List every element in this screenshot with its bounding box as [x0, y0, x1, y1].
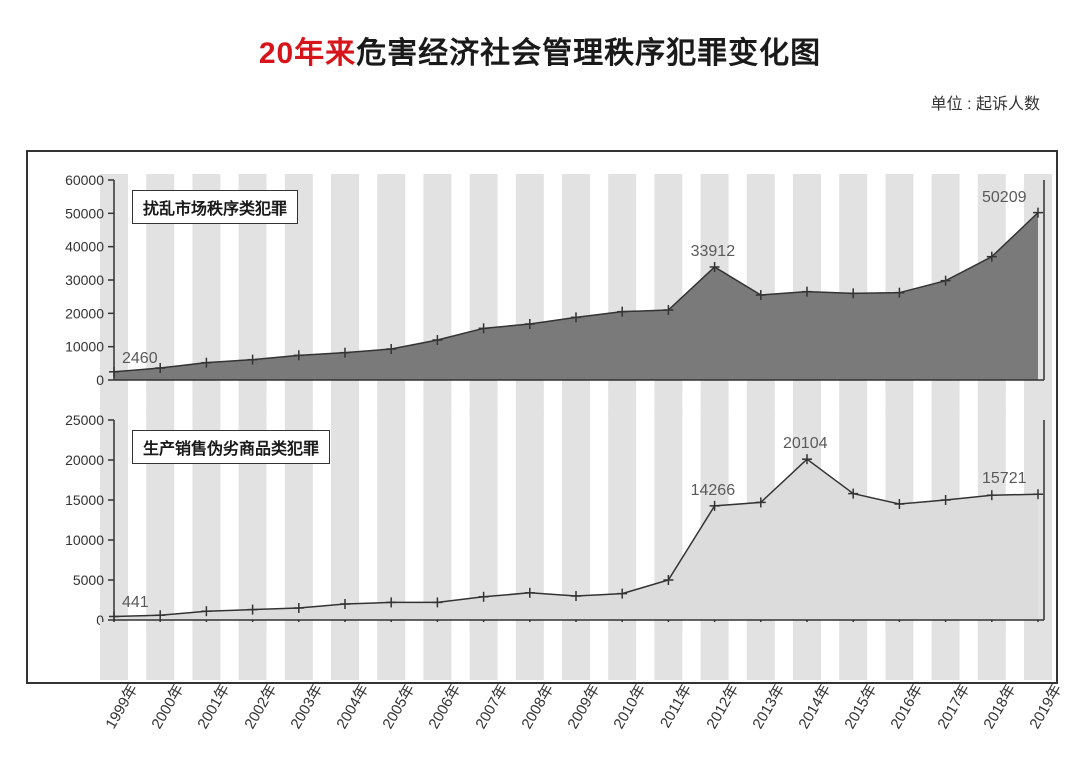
x-tick-label: 2008年: [510, 680, 558, 742]
x-tick-label: 2014年: [787, 680, 835, 742]
x-tick-label: 2009年: [556, 680, 604, 742]
x-tick-label: 2001年: [186, 680, 234, 742]
x-tick-label: 2004年: [325, 680, 373, 742]
x-tick-label: 1999年: [94, 680, 142, 742]
title-black: 危害经济社会管理秩序犯罪变化图: [356, 37, 821, 70]
x-tick-label: 2003年: [279, 680, 327, 742]
chart-area: 0100002000030000400005000060000050001000…: [26, 150, 1058, 684]
chart-title: 20年来危害经济社会管理秩序犯罪变化图: [0, 0, 1080, 72]
x-tick-label: 2018年: [972, 680, 1020, 742]
x-tick-label: 2011年: [648, 680, 696, 742]
x-tick-label: 2007年: [464, 680, 512, 742]
x-tick-label: 2000年: [140, 680, 188, 742]
unit-label: 单位 : 起诉人数: [0, 90, 1080, 114]
title-red: 20年来: [259, 37, 356, 70]
x-tick-label: 2013年: [741, 680, 789, 742]
x-tick-label: 2017年: [926, 680, 974, 742]
x-axis-labels: 1999年2000年2001年2002年2003年2004年2005年2006年…: [26, 672, 1054, 752]
x-tick-label: 2006年: [417, 680, 465, 742]
x-tick-label: 2019年: [1018, 680, 1066, 742]
x-tick-label: 2012年: [695, 680, 743, 742]
x-tick-label: 2010年: [602, 680, 650, 742]
x-tick-label: 2005年: [371, 680, 419, 742]
x-tick-label: 2002年: [233, 680, 281, 742]
x-tick-label: 2015年: [833, 680, 881, 742]
x-tick-label: 2016年: [879, 680, 927, 742]
